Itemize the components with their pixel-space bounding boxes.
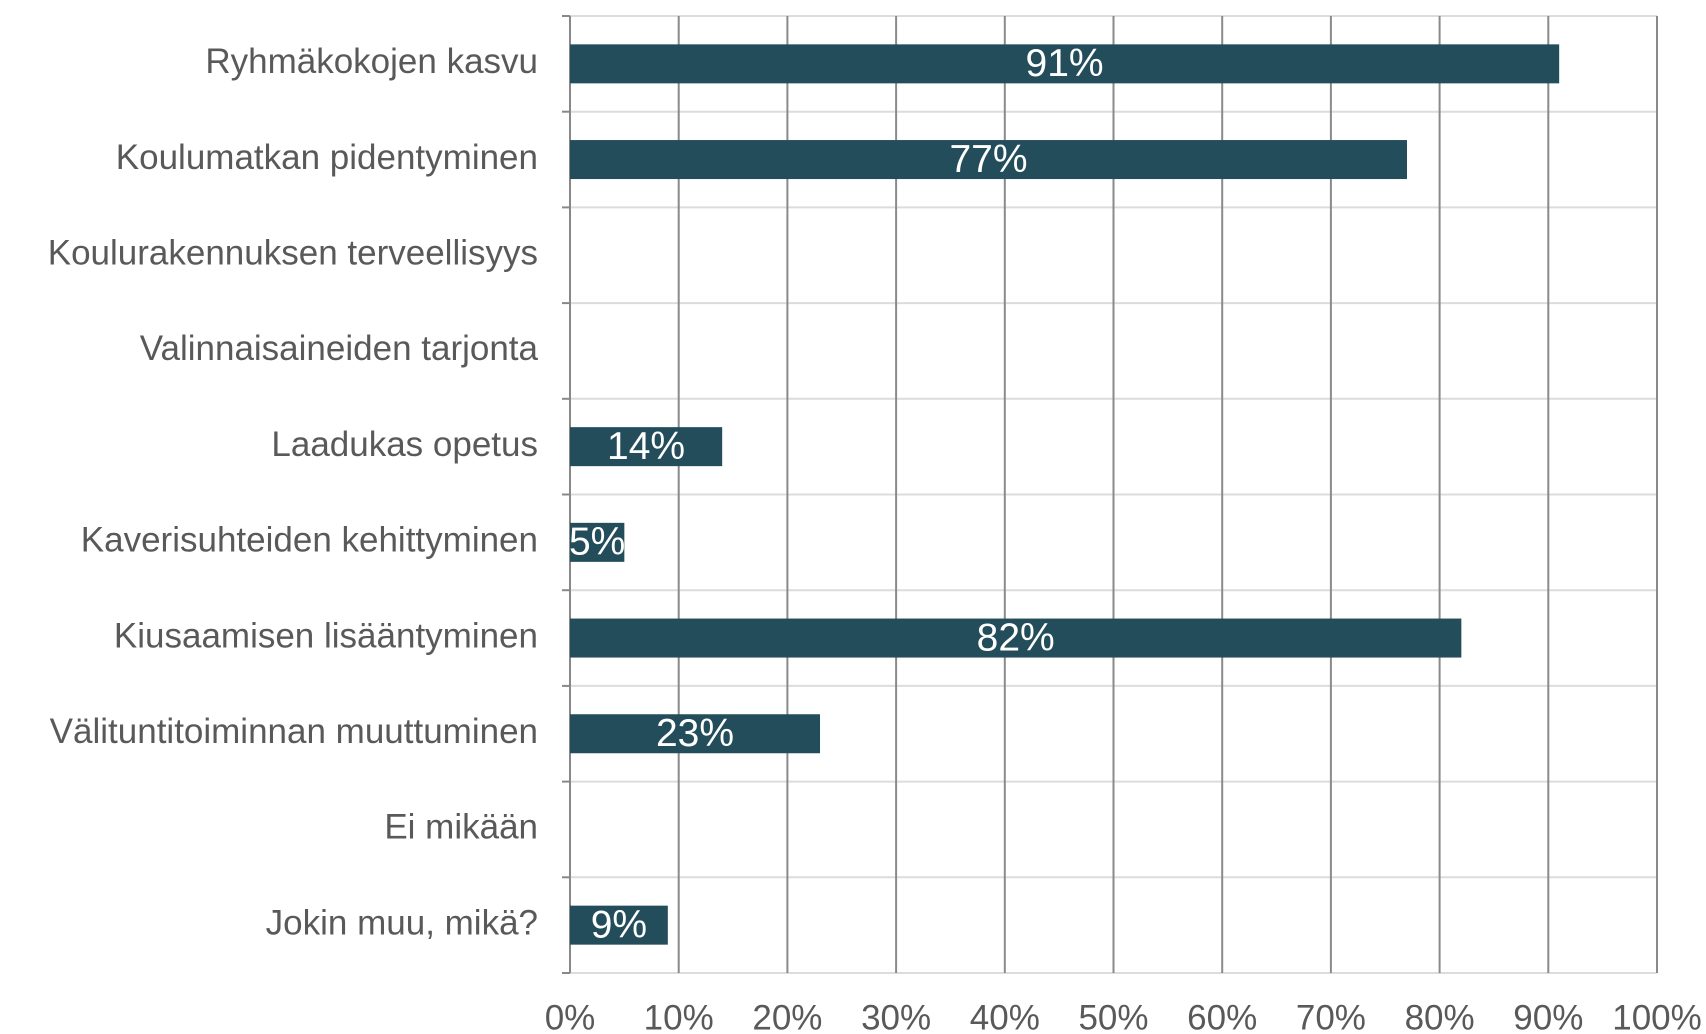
y-tick-label: Kaverisuhteiden kehittyminen xyxy=(81,521,538,560)
y-tick-label: Ryhmäkokojen kasvu xyxy=(205,42,538,81)
bar xyxy=(570,44,1560,84)
bar xyxy=(570,522,625,562)
y-tick-label: Jokin muu, mikä? xyxy=(266,903,538,942)
data-label: 23% xyxy=(656,712,734,755)
y-tick-label: Kiusaamisen lisääntyminen xyxy=(114,616,538,655)
bar xyxy=(570,905,668,945)
x-tick-label: 10% xyxy=(644,998,714,1034)
bar xyxy=(570,140,1407,180)
data-label: 82% xyxy=(977,616,1055,659)
x-tick-label: 30% xyxy=(861,998,931,1034)
bar xyxy=(570,714,821,754)
y-tick-label: Ei mikään xyxy=(384,808,538,847)
y-tick-label: Välituntitoiminnan muuttuminen xyxy=(50,712,538,751)
x-tick-label: 0% xyxy=(545,998,596,1034)
y-tick-label: Laadukas opetus xyxy=(271,425,538,464)
data-label: 5% xyxy=(569,521,625,564)
y-tick-label: Valinnaisaineiden tarjonta xyxy=(140,329,539,368)
x-tick-label: 100% xyxy=(1612,998,1702,1034)
y-tick-label: Koulumatkan pidentyminen xyxy=(116,138,538,177)
data-label: 14% xyxy=(607,425,685,468)
y-tick-label: Koulurakennuksen terveellisyys xyxy=(48,234,538,273)
x-tick-label: 40% xyxy=(970,998,1040,1034)
data-label: 9% xyxy=(591,903,647,946)
x-tick-label: 70% xyxy=(1296,998,1366,1034)
bar xyxy=(570,427,723,467)
bar xyxy=(570,618,1462,658)
data-label: 91% xyxy=(1026,42,1104,85)
x-tick-label: 80% xyxy=(1405,998,1475,1034)
x-tick-label: 20% xyxy=(752,998,822,1034)
x-tick-label: 90% xyxy=(1513,998,1583,1034)
x-tick-label: 50% xyxy=(1078,998,1148,1034)
data-label: 77% xyxy=(949,138,1027,181)
x-tick-label: 60% xyxy=(1187,998,1257,1034)
